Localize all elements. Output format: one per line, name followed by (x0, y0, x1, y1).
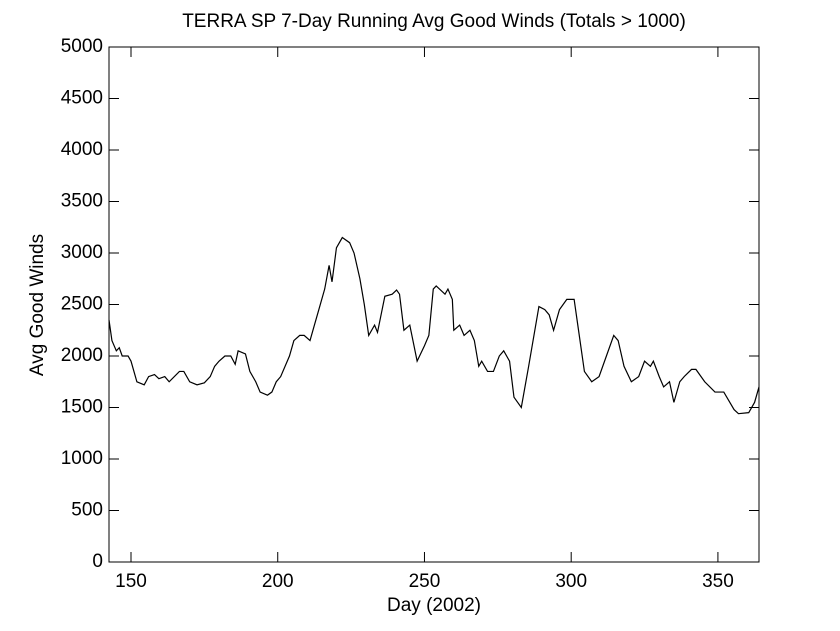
y-tick-label: 0 (92, 551, 103, 572)
x-tick-label: 200 (262, 571, 294, 592)
y-tick-label: 500 (71, 500, 103, 521)
x-axis-label: Day (2002) (387, 595, 481, 616)
y-tick-label: 2500 (61, 294, 103, 315)
x-tick-label: 300 (555, 571, 587, 592)
y-axis-label: Avg Good Winds (27, 234, 48, 376)
y-tick-label: 4000 (61, 139, 103, 160)
x-tick-label: 350 (702, 571, 734, 592)
y-tick-label: 5000 (61, 36, 103, 57)
y-tick-label: 2000 (61, 345, 103, 366)
x-tick-label: 150 (115, 571, 147, 592)
y-tick-label: 4500 (61, 88, 103, 109)
y-tick-label: 3500 (61, 191, 103, 212)
data-line (108, 236, 760, 415)
y-tick-label: 1500 (61, 397, 103, 418)
y-tick-label: 3000 (61, 242, 103, 263)
y-tick-label: 1000 (61, 448, 103, 469)
x-tick-label: 250 (409, 571, 441, 592)
chart-title: TERRA SP 7-Day Running Avg Good Winds (T… (182, 11, 686, 32)
